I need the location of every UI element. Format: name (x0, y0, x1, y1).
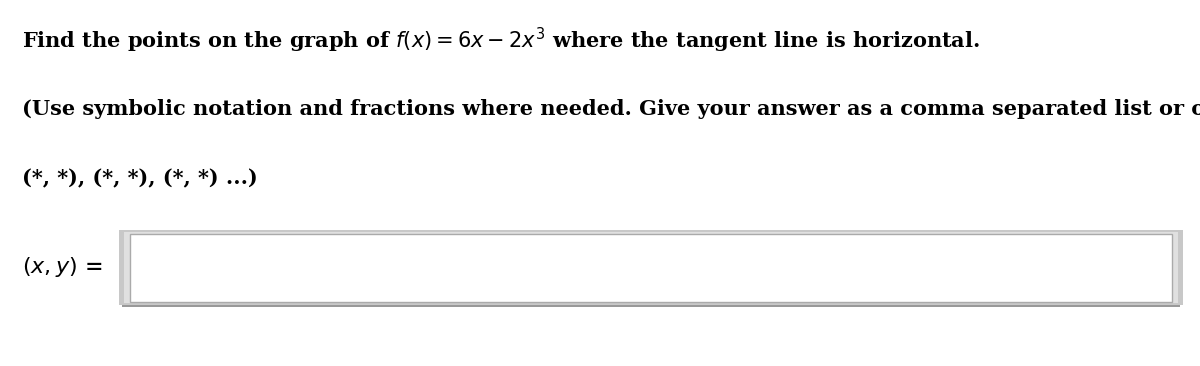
Text: $(x, y)$ =: $(x, y)$ = (22, 255, 103, 279)
FancyBboxPatch shape (124, 232, 1178, 303)
FancyBboxPatch shape (122, 231, 1180, 307)
Text: (*, *), (*, *), (*, *) ...): (*, *), (*, *), (*, *) ...) (22, 168, 257, 188)
Text: Find the points on the graph of $f(x) = 6x - 2x^3$ where the tangent line is hor: Find the points on the graph of $f(x) = … (22, 26, 979, 55)
FancyBboxPatch shape (119, 230, 1183, 305)
Text: (Use symbolic notation and fractions where needed. Give your answer as a comma s: (Use symbolic notation and fractions whe… (22, 99, 1200, 119)
FancyBboxPatch shape (130, 234, 1172, 302)
